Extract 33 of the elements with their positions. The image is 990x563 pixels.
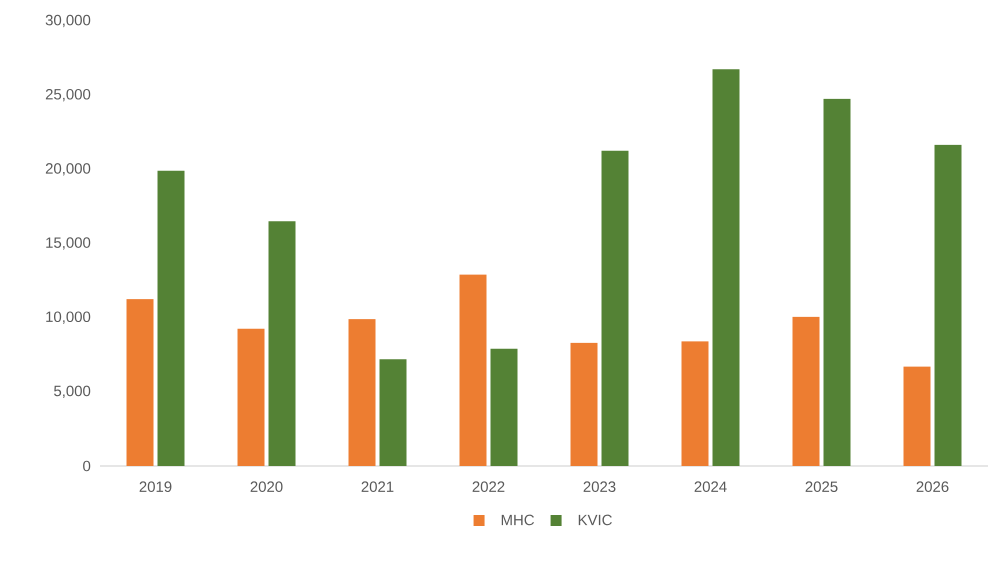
bar: [602, 150, 629, 466]
bar: [268, 221, 296, 466]
bar: [792, 316, 820, 466]
bar: [824, 98, 851, 466]
x-tick-label: 2019: [140, 481, 172, 492]
y-tick-label: 0: [83, 460, 90, 472]
x-tick-label: 2021: [362, 481, 394, 492]
bar: [380, 359, 407, 466]
bar: [238, 328, 265, 466]
x-tick-label: 2025: [806, 481, 838, 492]
x-tick-label: 2022: [472, 481, 504, 492]
legend-label: KVIC: [578, 514, 612, 526]
y-tick-label: 20,000: [46, 163, 90, 176]
bar: [934, 144, 962, 466]
x-tick-label: 2020: [250, 481, 283, 492]
x-tick-label: 2023: [584, 481, 616, 492]
y-tick-label: 15,000: [46, 237, 90, 250]
bar: [348, 319, 376, 466]
legend-label: MHC: [502, 514, 534, 526]
bar: [570, 342, 598, 466]
y-tick-label: 25,000: [46, 88, 90, 102]
bar: [490, 348, 518, 466]
x-tick-label: 2026: [916, 481, 948, 492]
x-tick-label: 2024: [694, 481, 727, 492]
bar: [158, 170, 185, 466]
y-tick-label: 30,000: [46, 14, 90, 28]
y-tick-label: 10,000: [46, 311, 90, 324]
bar: [712, 69, 740, 466]
bar: [126, 299, 154, 466]
bar: [460, 274, 487, 466]
bar: [682, 341, 709, 466]
y-tick-label: 5,000: [54, 386, 90, 398]
bar: [904, 366, 931, 466]
